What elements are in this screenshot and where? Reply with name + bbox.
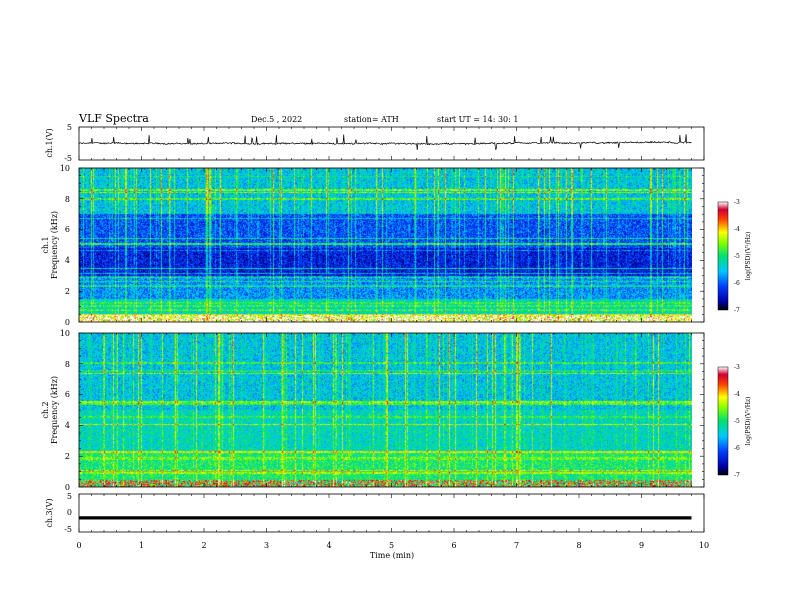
ch1-spectrogram-image [79,168,704,322]
ch1-spectrogram-raster [79,168,692,322]
ch2-spectrogram-panel: 0 2 4 6 8 10 ch.2 Frequency (kHz) [41,329,705,492]
ch1-cbar-tick-m3: -3 [734,199,740,206]
ch1-frequency-label: Frequency (kHz) [50,211,59,279]
ch1-cbar-tick-m5: -5 [734,253,740,260]
ch1-ytick-top: 5 [67,123,72,132]
ch2-colorbar-gradient [717,366,729,476]
ch2-spectrogram-ticks [78,332,705,488]
ch3-ytick-mid: 0 [67,508,72,517]
x-tick-label-5: 5 [389,541,394,550]
ch1-cbar-label: log(PSD)(V²/Hz) [745,232,752,281]
ch2-cbar-tick-m5: -5 [734,418,740,425]
ch2-ytick-4: 4 [65,421,70,430]
ch2-ytick-6: 6 [65,390,70,399]
ch2-colorbar: -3 -4 -5 -6 -7 log(PSD)(V²/Hz) [717,364,752,479]
ch1-ylabel: ch.1(V) [45,128,54,157]
x-tick-label-1: 1 [139,541,144,550]
ch1-ytick-2: 2 [65,287,70,296]
ch1-ytick-6: 6 [65,225,70,234]
ch1-cbar-tick-m7: -7 [734,307,740,314]
ch2-spectrogram-raster [79,333,692,487]
ch1-ytick-8: 8 [65,195,70,204]
ch2-ytick-8: 8 [65,360,70,369]
ch1-cbar-tick-m4: -4 [734,226,740,233]
ch3-ytick-top: 5 [67,492,72,501]
ch1-colorbar: -3 -4 -5 -6 -7 log(PSD)(V²/Hz) [717,199,752,314]
ch2-cbar-tick-m4: -4 [734,391,740,398]
ch1-ytick-bottom: -5 [64,154,72,163]
x-tick-label-6: 6 [451,541,456,550]
ch2-frequency-label: Frequency (kHz) [50,376,59,444]
ch1-waveform-ticks [78,127,705,160]
ch1-ytick-4: 4 [65,256,70,265]
x-axis-tick-labels: 0 1 2 3 4 5 6 7 8 9 10 [76,541,709,550]
x-tick-label-3: 3 [264,541,269,550]
ch1-ytick-0: 0 [65,318,70,327]
start-time-label: start UT = 14: 30: 1 [437,115,518,124]
figure-title: VLF Spectra [78,112,149,125]
ch2-cbar-tick-m3: -3 [734,364,740,371]
ch1-cbar-tick-m6: -6 [734,280,740,287]
x-axis-label: Time (min) [370,551,414,560]
station-label: station= ATH [344,115,399,124]
ch1-ytick-10: 10 [60,164,70,173]
ch2-cbar-tick-m6: -6 [734,445,740,452]
ch2-channel-label: ch.2 [41,401,50,418]
ch3-waveform-ticks [78,494,705,532]
x-tick-label-4: 4 [326,541,331,550]
date-label: Dec.5 , 2022 [251,115,302,124]
ch1-spectrogram-panel: 0 2 4 6 8 10 ch.1 Frequency (kHz) [41,164,705,327]
x-tick-label-0: 0 [76,541,81,550]
ch1-waveform-panel: 5 -5 ch.1(V) [45,123,705,163]
ch2-ytick-0: 0 [65,483,70,492]
x-tick-label-7: 7 [514,541,519,550]
ch1-waveform-line [78,134,692,151]
ch3-waveform-frame [78,493,705,533]
x-tick-label-8: 8 [576,541,581,550]
x-tick-label-2: 2 [201,541,206,550]
ch2-cbar-label: log(PSD)(V²/Hz) [745,397,752,446]
ch3-ylabel: ch.3(V) [45,498,54,527]
ch3-waveform-panel: 5 0 -5 ch.3(V) [45,492,705,534]
x-tick-label-9: 9 [639,541,644,550]
ch2-spectrogram-image [79,333,704,487]
ch1-channel-label: ch.1 [41,236,50,253]
ch3-ytick-bottom: -5 [64,525,72,534]
ch1-colorbar-gradient [717,201,729,311]
ch2-cbar-tick-m7: -7 [734,472,740,479]
ch2-ytick-10: 10 [60,329,70,338]
ch1-spectrogram-ticks [78,167,705,323]
x-tick-label-10: 10 [699,541,709,550]
ch2-ytick-2: 2 [65,452,70,461]
